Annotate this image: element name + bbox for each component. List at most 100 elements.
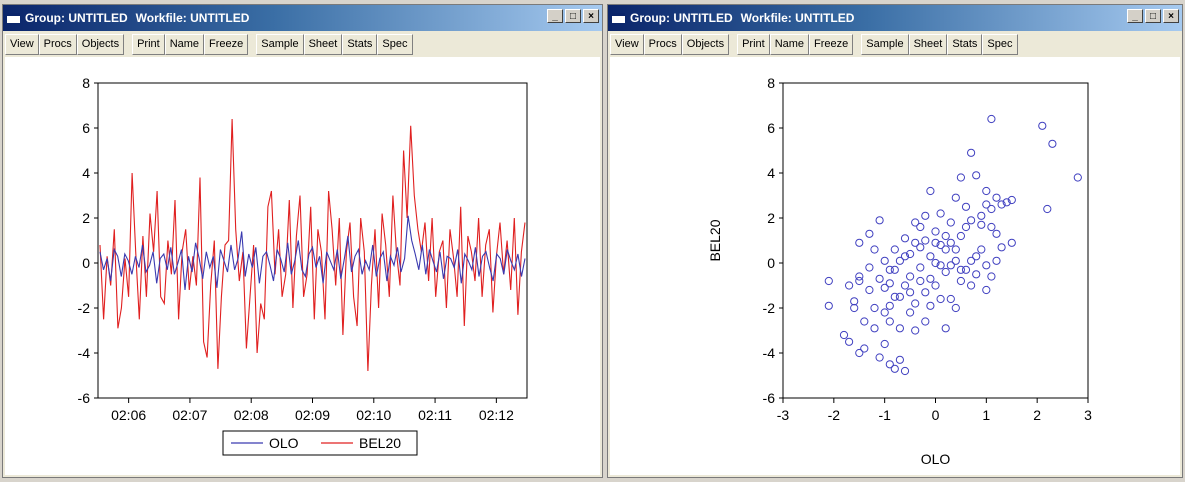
- scatter-point: [961, 265, 971, 274]
- procs-button[interactable]: Procs: [643, 33, 682, 55]
- scatter-point: [946, 261, 955, 270]
- sheet-button[interactable]: Sheet: [908, 33, 948, 55]
- scatter-point: [906, 272, 915, 281]
- scatter-point: [916, 243, 925, 252]
- maximize-button[interactable]: □: [565, 9, 581, 23]
- maximize-button[interactable]: □: [1145, 9, 1161, 23]
- view-button[interactable]: View: [610, 33, 644, 55]
- x-tick-label: 02:06: [111, 407, 146, 423]
- x-tick-label: 02:10: [356, 407, 391, 423]
- scatter-point: [895, 324, 904, 333]
- scatter-point: [946, 294, 955, 304]
- titlebar[interactable]: Group: UNTITLED Workfile: UNTITLED _ □ ×: [608, 5, 1182, 31]
- scatter-point: [860, 317, 869, 326]
- scatter-point: [895, 355, 904, 364]
- scatter-chart-window: Group: UNTITLED Workfile: UNTITLED _ □ × …: [607, 4, 1183, 478]
- scatter-point: [890, 364, 899, 373]
- x-tick-label: 02:08: [234, 407, 269, 423]
- freeze-button[interactable]: Freeze: [204, 33, 249, 55]
- scatter-point: [1043, 204, 1052, 214]
- scatter-point: [936, 294, 945, 304]
- spec-button[interactable]: Spec: [377, 33, 413, 55]
- scatter-point: [916, 263, 925, 272]
- minimize-button[interactable]: _: [1127, 9, 1143, 23]
- toolbar: View Procs Objects Print Name Freeze Sam…: [3, 33, 602, 55]
- scatter-point: [824, 301, 833, 310]
- scatter-point: [972, 270, 981, 279]
- close-button[interactable]: ×: [1163, 9, 1179, 23]
- scatter-point: [900, 281, 910, 290]
- x-tick-label: 02:09: [295, 407, 330, 423]
- x-tick-label: -2: [828, 407, 841, 423]
- print-button[interactable]: Print: [132, 33, 165, 55]
- scatter-point: [921, 317, 930, 326]
- scatter-point: [855, 272, 864, 281]
- scatter-point: [921, 288, 930, 297]
- scatter-point: [951, 245, 960, 254]
- scatter-point: [1007, 238, 1016, 247]
- y-tick-label: 2: [767, 210, 775, 226]
- scatter-point: [972, 252, 981, 261]
- x-tick-label: -1: [878, 407, 891, 423]
- scatter-point: [967, 216, 976, 225]
- y-tick-label: 0: [767, 255, 775, 271]
- scatter-point: [885, 301, 894, 310]
- x-axis-label: OLO: [921, 451, 951, 467]
- scatter-point: [885, 360, 894, 369]
- scatter-point: [931, 258, 940, 268]
- scatter-point: [997, 243, 1006, 252]
- series-line-olo: [99, 215, 526, 291]
- scatter-point: [895, 256, 904, 265]
- objects-button[interactable]: Objects: [681, 33, 730, 55]
- procs-button[interactable]: Procs: [38, 33, 77, 55]
- view-button[interactable]: View: [5, 33, 39, 55]
- x-tick-label: 1: [982, 407, 990, 423]
- window-title-group: Group: UNTITLED: [630, 11, 733, 25]
- y-tick-label: -4: [763, 345, 776, 361]
- scatter-point: [870, 303, 879, 313]
- scatter-point: [951, 303, 960, 313]
- scatter-point: [931, 281, 940, 290]
- y-tick-label: 4: [767, 165, 775, 181]
- sample-button[interactable]: Sample: [861, 33, 909, 55]
- scatter-point: [880, 308, 889, 317]
- spec-button[interactable]: Spec: [982, 33, 1018, 55]
- scatter-point: [855, 276, 864, 286]
- scatter-point: [1002, 198, 1011, 207]
- stats-button[interactable]: Stats: [342, 33, 378, 55]
- name-button[interactable]: Name: [769, 33, 810, 55]
- scatter-point: [875, 353, 884, 362]
- scatter-point: [926, 186, 935, 196]
- name-button[interactable]: Name: [164, 33, 205, 55]
- freeze-button[interactable]: Freeze: [809, 33, 854, 55]
- objects-button[interactable]: Objects: [76, 33, 125, 55]
- y-tick-label: -6: [78, 390, 91, 406]
- scatter-point: [992, 256, 1001, 265]
- plot-area: 8 6 4 2 0 -2 -4 -6 -3 -2 -1 0 1 2 3 OLO BEL20: [610, 57, 1180, 475]
- scatter-point: [911, 326, 920, 335]
- titlebar[interactable]: Group: UNTITLED Workfile: UNTITLED _ □ ×: [3, 5, 602, 31]
- y-tick-label: 8: [82, 75, 90, 91]
- y-tick-label: 8: [767, 75, 775, 91]
- stats-button[interactable]: Stats: [947, 33, 983, 55]
- scatter-point: [972, 171, 981, 180]
- scatter-point: [926, 301, 935, 310]
- sample-button[interactable]: Sample: [256, 33, 304, 55]
- sheet-button[interactable]: Sheet: [303, 33, 343, 55]
- minimize-button[interactable]: _: [547, 9, 563, 23]
- scatter-point: [900, 234, 910, 243]
- close-button[interactable]: ×: [583, 9, 599, 23]
- scatter-point: [982, 186, 991, 196]
- scatter-point: [845, 337, 854, 346]
- scatter-chart: 8 6 4 2 0 -2 -4 -6-3 -2 -1 0 1 2 3 OLO BEL20: [707, 75, 1092, 467]
- scatter-point: [926, 252, 935, 261]
- print-button[interactable]: Print: [737, 33, 770, 55]
- scatter-point: [936, 261, 945, 270]
- scatter-point: [946, 218, 955, 227]
- scatter-point: [875, 274, 884, 283]
- scatter-point: [916, 222, 925, 232]
- scatter-point: [880, 283, 889, 292]
- scatter-point: [967, 256, 976, 265]
- y-tick-label: 6: [82, 120, 90, 136]
- scatter-point: [850, 297, 859, 306]
